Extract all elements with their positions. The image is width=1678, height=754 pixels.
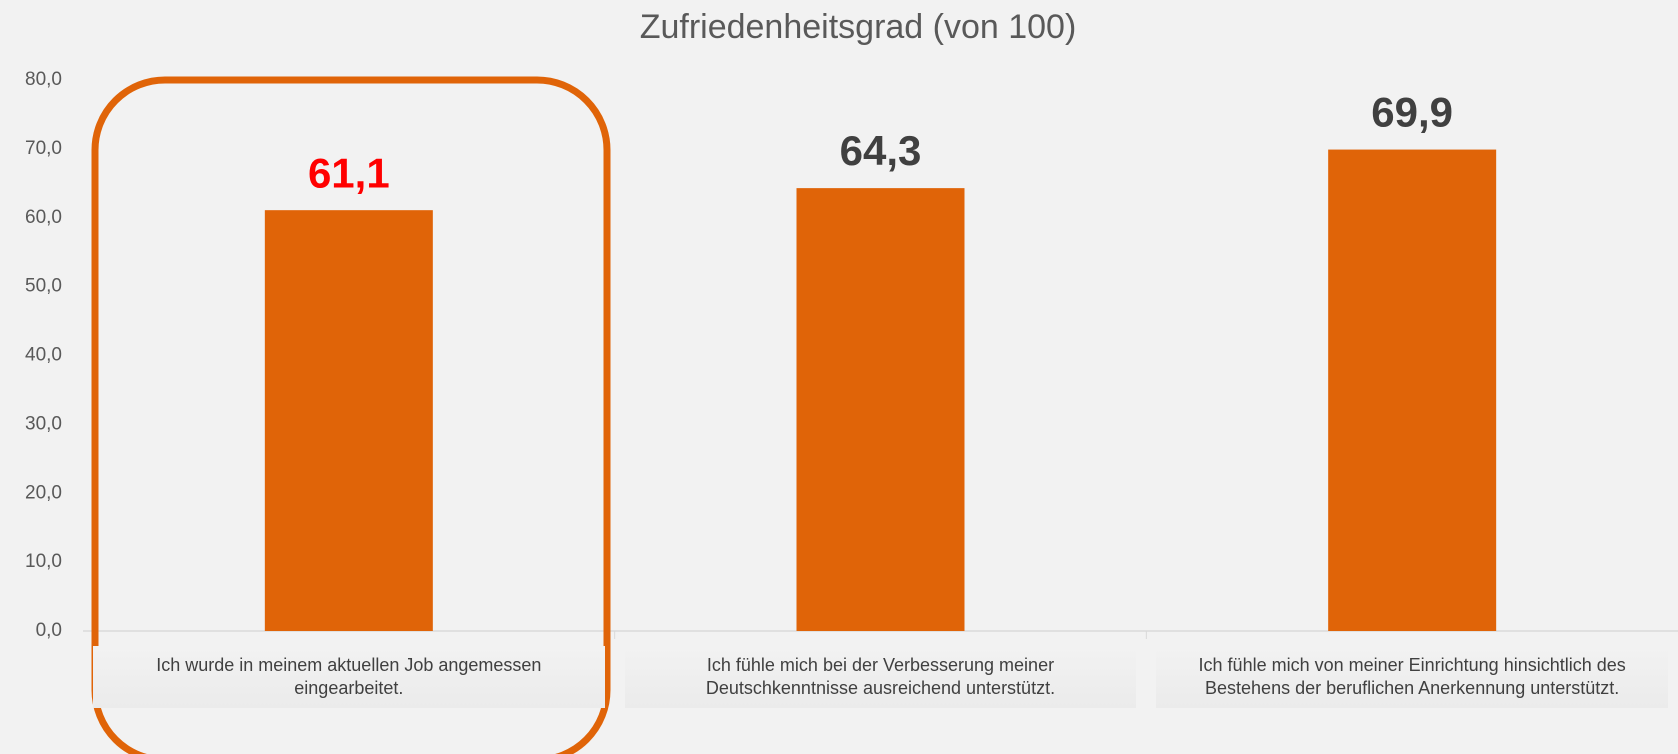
y-tick-label: 0,0 <box>36 620 62 641</box>
value-label: 69,9 <box>1371 89 1453 136</box>
x-tick-label: Ich fühle mich von meiner Einrichtung hi… <box>1156 646 1668 708</box>
y-tick-label: 30,0 <box>25 413 62 434</box>
bar <box>796 188 965 632</box>
highlight-box <box>91 76 611 754</box>
value-label: 61,1 <box>308 149 390 196</box>
y-tick-label: 20,0 <box>25 482 62 503</box>
value-label: 64,3 <box>840 127 922 174</box>
y-tick-label: 10,0 <box>25 551 62 572</box>
chart-title: Zufriedenheitsgrad (von 100) <box>640 8 1077 46</box>
y-tick-label: 50,0 <box>25 276 62 297</box>
y-tick-label: 40,0 <box>25 345 62 366</box>
x-tick-label: Ich wurde in meinem aktuellen Job angeme… <box>93 646 605 708</box>
y-tick-label: 70,0 <box>25 138 62 159</box>
y-tick-label: 80,0 <box>25 69 62 90</box>
bar <box>264 210 433 631</box>
y-tick-label: 60,0 <box>25 207 62 228</box>
bar <box>1328 149 1497 631</box>
x-tick-label: Ich fühle mich bei der Verbesserung mein… <box>624 646 1137 708</box>
